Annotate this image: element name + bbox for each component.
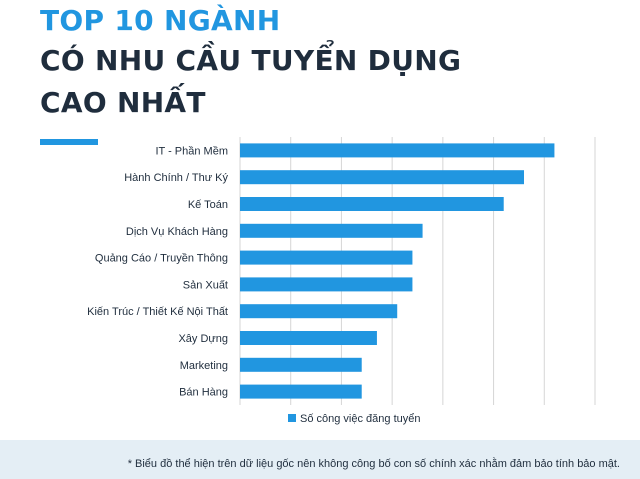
category-label: Sản Xuất [183, 279, 228, 291]
title-line-2: CÓ NHU CẦU TUYỂN DỤNG [40, 44, 462, 77]
category-label: Kế Toán [188, 199, 228, 211]
bar [240, 223, 423, 238]
bar [240, 170, 524, 185]
legend-label: Số công việc đăng tuyển [300, 413, 420, 425]
footnote: * Biểu đồ thể hiện trên dữ liệu gốc nên … [127, 458, 620, 470]
category-label: Dịch Vụ Khách Hàng [126, 226, 228, 238]
category-label: IT - Phần Mềm [155, 145, 228, 157]
category-label: Kiến Trúc / Thiết Kế Nội Thất [87, 306, 228, 318]
title-line-3: CAO NHẤT [40, 86, 206, 119]
category-label: Bán Hàng [179, 387, 228, 399]
bar [240, 277, 413, 292]
title-line-1: TOP 10 NGÀNH [40, 4, 281, 37]
bar [240, 331, 377, 345]
bar [240, 384, 362, 399]
category-label: Marketing [180, 360, 228, 372]
category-label: Hành Chính / Thư Ký [124, 172, 228, 184]
bar [240, 143, 555, 158]
bar [240, 357, 362, 372]
category-label: Xây Dựng [178, 333, 228, 345]
footer-band [0, 440, 640, 479]
category-label: Quảng Cáo / Truyền Thông [95, 253, 228, 265]
bar [240, 250, 413, 265]
bar-chart: IT - Phần Mềm Hành Chính / Thư Ký Kế Toán D… [87, 137, 596, 425]
title-accent-bar [40, 139, 98, 145]
legend-swatch [288, 414, 296, 422]
bar [240, 304, 398, 319]
bar [240, 197, 504, 211]
